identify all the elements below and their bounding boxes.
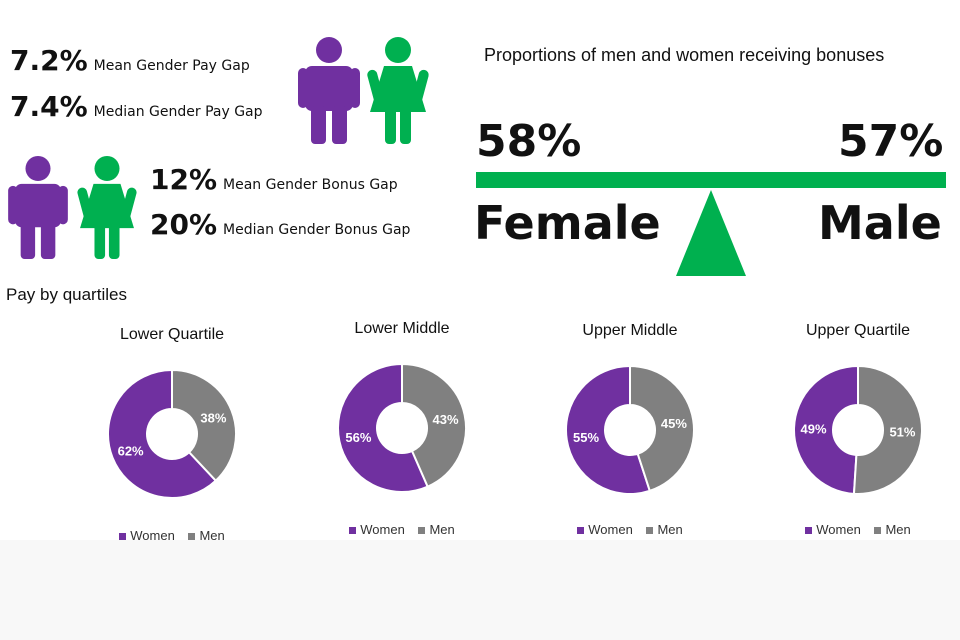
legend-swatch-women <box>805 527 813 535</box>
donut-panel-upper-quartile: Upper Quartile 49% 51% Women Men <box>748 314 960 554</box>
donut-chart: 56% 43% <box>337 362 467 493</box>
female-bonus-pct: 58% <box>476 116 582 167</box>
man-icon <box>8 155 68 259</box>
mean-bonus-gap-value: 12% <box>150 163 218 196</box>
legend-item-women: Women <box>119 528 175 543</box>
median-bonus-gap-label: Median Gender Bonus Gap <box>223 222 411 238</box>
donut-chart: 62% 38% <box>107 368 237 499</box>
data-label-men: 51% <box>889 424 915 439</box>
legend-swatch-men <box>646 527 654 535</box>
data-label-women: 56% <box>345 430 371 445</box>
mean-pay-gap-value: 7.2% <box>10 44 88 77</box>
donut-slice-women <box>337 362 429 493</box>
legend-label-men: Men <box>429 522 455 537</box>
bonus-receipt-title: Proportions of men and women receiving b… <box>484 45 885 65</box>
data-label-women: 55% <box>573 430 599 445</box>
median-bonus-gap-value: 20% <box>150 208 218 241</box>
chart-legend: Women Men <box>292 522 512 537</box>
legend-item-women: Women <box>349 522 405 537</box>
quartile-title: Lower Quartile <box>119 326 225 343</box>
chart-legend: Women Men <box>62 528 282 543</box>
legend-label-women: Women <box>588 522 633 537</box>
legend-label-women: Women <box>130 528 175 543</box>
legend-swatch-women <box>119 533 127 541</box>
legend-label-women: Women <box>816 522 861 537</box>
legend-item-men: Men <box>188 528 225 543</box>
legend-swatch-men <box>188 533 196 541</box>
donut-panel-lower-quartile: Lower Quartile 62% 38% Women Men <box>62 318 282 558</box>
data-label-women: 49% <box>801 422 827 437</box>
male-label: Male <box>818 196 942 250</box>
mean-pay-gap-label: Mean Gender Pay Gap <box>93 58 250 74</box>
legend-label-men: Men <box>657 522 683 537</box>
donut-panel-upper-middle: Upper Middle 55% 45% Women Men <box>520 314 740 554</box>
donut-chart: 49% 51% <box>793 364 923 495</box>
legend-label-men: Men <box>199 528 225 543</box>
quartile-title: Lower Middle <box>354 320 450 337</box>
quartiles-heading: Pay by quartiles <box>6 285 127 304</box>
legend-swatch-men <box>874 527 882 535</box>
mean-bonus-gap: 12% Mean Gender Bonus Gap <box>150 163 398 196</box>
legend-item-women: Women <box>805 522 861 537</box>
data-label-men: 43% <box>433 412 459 427</box>
legend-swatch-women <box>577 527 585 535</box>
donut-slice-men <box>171 368 237 483</box>
seesaw-fulcrum-icon <box>676 190 746 276</box>
quartile-title: Upper Middle <box>582 322 678 339</box>
mean-pay-gap: 7.2% Mean Gender Pay Gap <box>10 44 250 77</box>
female-label: Female <box>474 196 661 250</box>
woman-icon <box>77 155 137 259</box>
donut-panel-lower-middle: Lower Middle 56% 43% Women Men <box>292 312 512 552</box>
data-label-women: 62% <box>118 443 144 458</box>
man-icon <box>298 37 360 144</box>
median-bonus-gap: 20% Median Gender Bonus Gap <box>150 208 410 241</box>
chart-legend: Women Men <box>520 522 740 537</box>
donut-slice-men <box>401 362 467 488</box>
legend-swatch-men <box>418 527 426 535</box>
data-label-men: 38% <box>200 411 226 426</box>
seesaw-beam <box>476 172 946 188</box>
donut-chart: 55% 45% <box>565 364 695 495</box>
data-label-men: 45% <box>661 416 687 431</box>
legend-swatch-women <box>349 527 357 535</box>
median-pay-gap: 7.4% Median Gender Pay Gap <box>10 90 263 123</box>
median-pay-gap-value: 7.4% <box>10 90 88 123</box>
donut-slice-men <box>629 364 695 493</box>
donut-slice-men <box>852 364 923 495</box>
donut-slice-women <box>793 364 859 495</box>
chart-legend: Women Men <box>748 522 960 537</box>
legend-label-women: Women <box>360 522 405 537</box>
legend-item-women: Women <box>577 522 633 537</box>
legend-item-men: Men <box>874 522 911 537</box>
median-pay-gap-label: Median Gender Pay Gap <box>93 104 263 120</box>
footer-band <box>0 540 960 640</box>
legend-item-men: Men <box>646 522 683 537</box>
donut-slice-women <box>107 368 218 499</box>
woman-icon <box>367 37 429 144</box>
legend-item-men: Men <box>418 522 455 537</box>
donut-slice-women <box>565 364 652 495</box>
male-bonus-pct: 57% <box>838 116 944 167</box>
legend-label-men: Men <box>885 522 911 537</box>
quartile-title: Upper Quartile <box>805 322 911 339</box>
mean-bonus-gap-label: Mean Gender Bonus Gap <box>223 177 398 193</box>
